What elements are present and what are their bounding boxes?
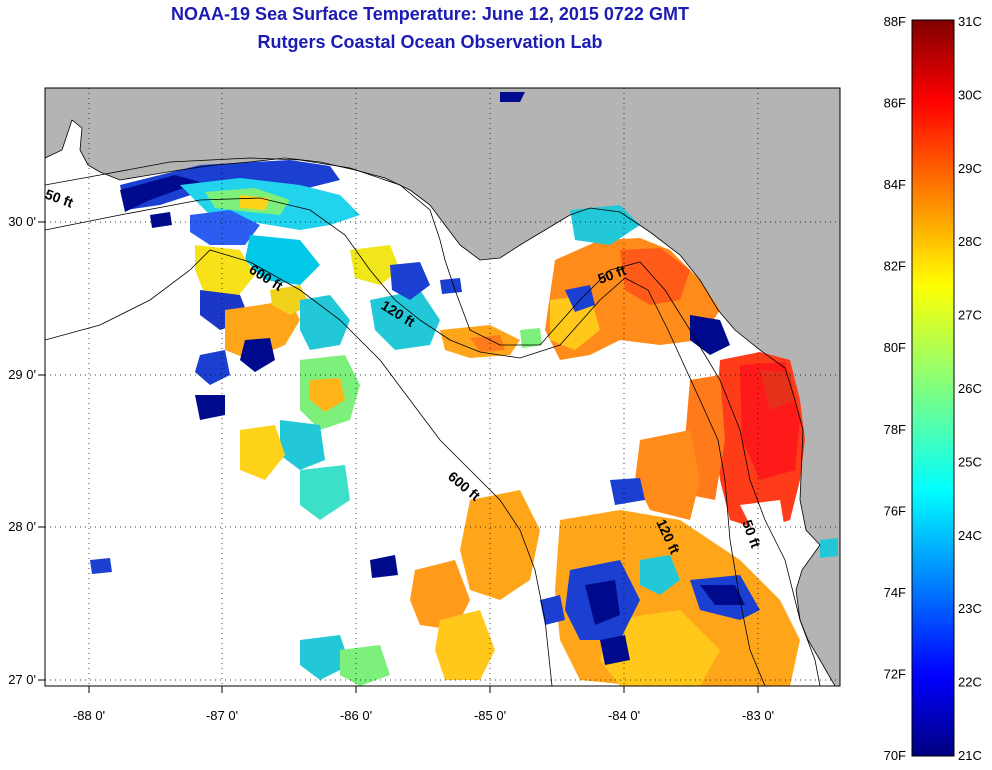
colorbar-f-label: 74F xyxy=(884,585,906,600)
colorbar-fahrenheit-labels: 88F 86F 84F 82F 80F 78F 76F 74F 72F 70F xyxy=(884,14,906,763)
colorbar-c-label: 22C xyxy=(958,675,982,690)
colorbar-c-label: 24C xyxy=(958,528,982,543)
colorbar-f-label: 86F xyxy=(884,96,906,111)
y-tick-label: 29 0' xyxy=(8,367,36,382)
colorbar-c-label: 31C xyxy=(958,14,982,29)
depth-contours xyxy=(45,157,821,686)
plot-frame xyxy=(44,87,841,687)
x-tick-label: -83 0' xyxy=(742,708,774,723)
colorbar-f-label: 76F xyxy=(884,503,906,518)
coastline xyxy=(45,119,836,686)
colorbar-c-label: 27C xyxy=(958,308,982,323)
land-mass xyxy=(45,88,840,560)
y-tick-label: 27 0' xyxy=(8,672,36,687)
y-tick-labels: 30 0' 29 0' 28 0' 27 0' xyxy=(8,214,36,687)
colorbar-c-label: 28C xyxy=(958,234,982,249)
x-tick-label: -87 0' xyxy=(206,708,238,723)
contour-50ft xyxy=(45,157,821,686)
colorbar-f-label: 88F xyxy=(884,14,906,29)
colorbar-f-label: 78F xyxy=(884,422,906,437)
map-title: NOAA-19 Sea Surface Temperature: June 12… xyxy=(171,4,689,24)
colorbar-c-label: 25C xyxy=(958,454,982,469)
colorbar-celsius-labels: 31C 30C 29C 28C 27C 26C 25C 24C 23C 22C 21C xyxy=(958,14,982,763)
x-tick-label: -84 0' xyxy=(608,708,640,723)
colorbar-c-label: 29C xyxy=(958,161,982,176)
colorbar-c-label: 30C xyxy=(958,87,982,102)
colorbar-c-label: 23C xyxy=(958,601,982,616)
colorbar-f-label: 70F xyxy=(884,748,906,763)
x-tick-label: -86 0' xyxy=(340,708,372,723)
axis-ticks xyxy=(38,221,759,693)
colorbar-f-label: 80F xyxy=(884,340,906,355)
contour-600ft xyxy=(45,249,553,686)
colorbar-f-label: 72F xyxy=(884,666,906,681)
colorbar-f-label: 84F xyxy=(884,177,906,192)
y-tick-label: 30 0' xyxy=(8,214,36,229)
land-mass xyxy=(796,540,840,686)
y-tick-label: 28 0' xyxy=(8,519,36,534)
x-tick-label: -88 0' xyxy=(73,708,105,723)
map-subtitle: Rutgers Coastal Ocean Observation Lab xyxy=(257,32,603,52)
colorbar: 88F 86F 84F 82F 80F 78F 76F 74F 72F 70F 31C 30C 29C… xyxy=(884,14,982,763)
sst-observations xyxy=(90,92,838,686)
contour-120ft xyxy=(45,197,766,686)
colorbar-f-label: 82F xyxy=(884,259,906,274)
colorbar-gradient xyxy=(911,19,955,757)
colorbar-c-label: 26C xyxy=(958,381,982,396)
colorbar-c-label: 21C xyxy=(958,748,982,763)
x-tick-label: -85 0' xyxy=(474,708,506,723)
x-tick-labels: -88 0' -87 0' -86 0' -85 0' -84 0' -83 0… xyxy=(73,708,774,723)
